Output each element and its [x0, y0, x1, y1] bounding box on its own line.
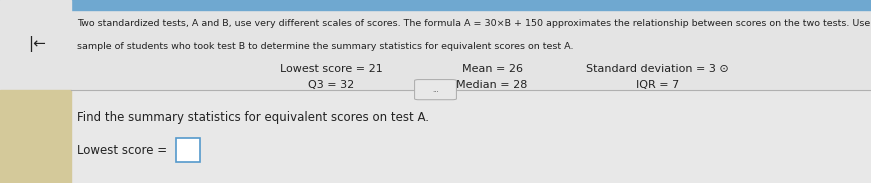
FancyBboxPatch shape: [415, 80, 456, 100]
FancyBboxPatch shape: [176, 138, 200, 162]
Bar: [0, 0, 871, 10]
Text: Lowest score = 21: Lowest score = 21: [280, 64, 382, 74]
Bar: [0, 0, 71, 90]
Text: Standard deviation = 3 ⊙: Standard deviation = 3 ⊙: [586, 64, 729, 74]
Bar: [0, 90, 71, 183]
Text: Lowest score =: Lowest score =: [77, 143, 166, 157]
Text: Median = 28: Median = 28: [456, 80, 528, 90]
Text: Mean = 26: Mean = 26: [462, 64, 523, 74]
Text: Two standardized tests, A and B, use very different scales of scores. The formul: Two standardized tests, A and B, use ver…: [77, 19, 871, 28]
Bar: [0, 0, 871, 90]
Text: IQR = 7: IQR = 7: [636, 80, 679, 90]
Text: sample of students who took test B to determine the summary statistics for equiv: sample of students who took test B to de…: [77, 42, 573, 51]
Text: Find the summary statistics for equivalent scores on test A.: Find the summary statistics for equivale…: [77, 111, 429, 124]
Bar: [0, 90, 871, 183]
Text: ...: ...: [432, 87, 439, 93]
Text: |←: |←: [28, 36, 45, 52]
Text: Q3 = 32: Q3 = 32: [307, 80, 354, 90]
